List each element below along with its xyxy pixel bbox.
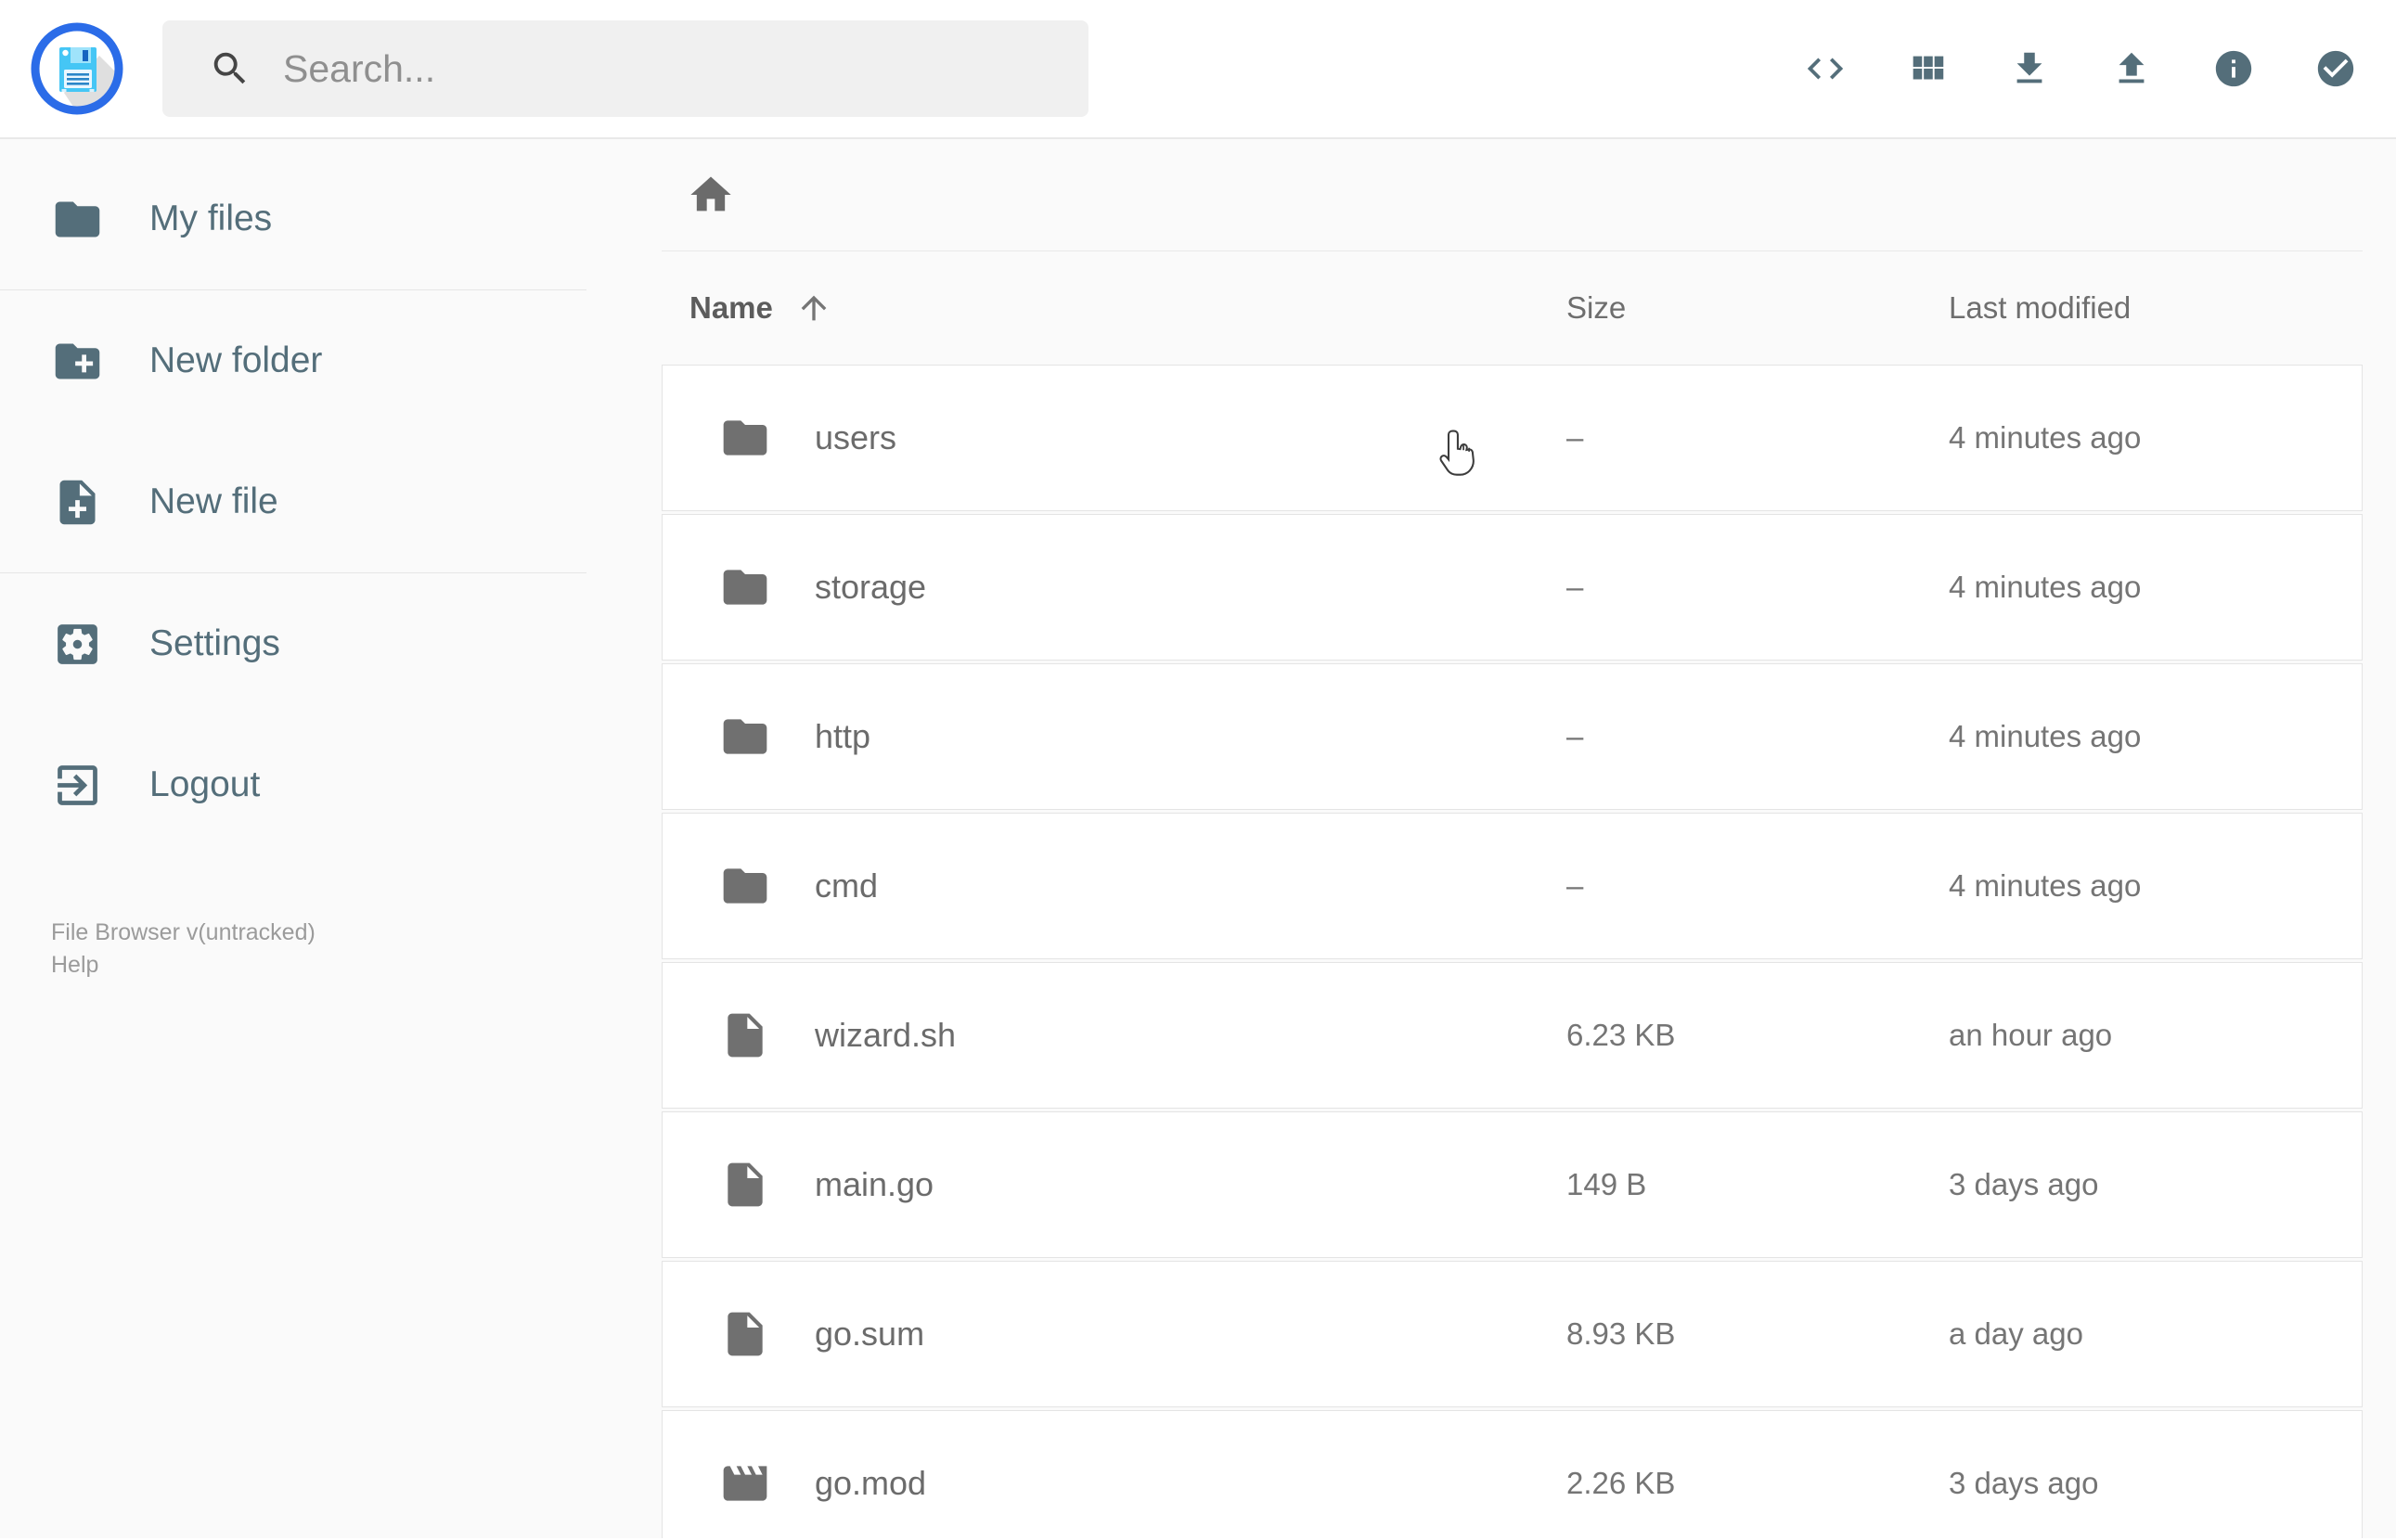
column-header-size[interactable]: Size xyxy=(1566,290,1627,325)
file-icon xyxy=(719,1009,771,1061)
file-modified: 4 minutes ago xyxy=(1949,570,2142,604)
sidebar-item-label: New folder xyxy=(149,340,323,380)
breadcrumb xyxy=(662,139,2363,251)
search-bar[interactable] xyxy=(162,20,1089,117)
create-new-folder-icon xyxy=(51,335,104,388)
file-list: users – 4 minutes ago storage – 4 minute… xyxy=(662,365,2363,1538)
sidebar-item-settings[interactable]: Settings xyxy=(0,573,586,714)
filebrowser-logo-icon xyxy=(31,22,123,115)
file-modified: 3 days ago xyxy=(1949,1466,2099,1500)
upload-icon[interactable] xyxy=(2110,47,2153,90)
check-circle-icon[interactable] xyxy=(2314,47,2357,90)
version-link[interactable]: File Browser v(untracked) xyxy=(51,919,316,945)
listing-header: Name Size Last modified xyxy=(662,251,2363,365)
file-row[interactable]: go.mod 2.26 KB 3 days ago xyxy=(662,1410,2363,1538)
search-icon xyxy=(209,47,251,90)
file-name: http xyxy=(815,717,871,755)
help-link[interactable]: Help xyxy=(51,952,99,978)
file-name: main.go xyxy=(815,1165,934,1203)
file-listing-area: Name Size Last modified users – 4 minute… xyxy=(586,139,2396,1538)
file-modified: 4 minutes ago xyxy=(1949,868,2142,903)
column-header-name[interactable]: Name xyxy=(662,289,1566,327)
page-body: My files New folder New file Settings xyxy=(0,139,2396,1538)
file-row[interactable]: wizard.sh 6.23 KB an hour ago xyxy=(662,962,2363,1109)
sidebar-item-label: Settings xyxy=(149,623,280,663)
file-size: – xyxy=(1566,570,1584,604)
sidebar: My files New folder New file Settings xyxy=(0,139,586,1538)
sidebar-item-label: My files xyxy=(149,199,273,238)
file-size: 8.93 KB xyxy=(1566,1316,1676,1351)
file-size: 6.23 KB xyxy=(1566,1018,1676,1052)
file-row[interactable]: go.sum 8.93 KB a day ago xyxy=(662,1261,2363,1407)
logout-icon xyxy=(51,759,104,812)
sidebar-item-my-files[interactable]: My files xyxy=(0,148,586,289)
folder-icon xyxy=(719,412,771,464)
sidebar-item-new-file[interactable]: New file xyxy=(0,431,586,572)
folder-icon xyxy=(719,711,771,763)
file-row[interactable]: cmd – 4 minutes ago xyxy=(662,813,2363,959)
file-name: storage xyxy=(815,568,927,606)
sort-ascending-icon xyxy=(795,289,832,327)
file-row[interactable]: http – 4 minutes ago xyxy=(662,663,2363,810)
sidebar-footer: File Browser v(untracked) Help xyxy=(0,917,586,982)
video-file-icon xyxy=(719,1457,771,1509)
app-header xyxy=(0,0,2396,139)
download-icon[interactable] xyxy=(2008,47,2051,90)
folder-icon xyxy=(719,860,771,912)
sidebar-item-label: New file xyxy=(149,481,278,521)
file-name: wizard.sh xyxy=(815,1016,957,1054)
header-actions xyxy=(1804,47,2357,90)
file-row[interactable]: users – 4 minutes ago xyxy=(662,365,2363,511)
folder-icon xyxy=(51,193,104,246)
column-header-modified[interactable]: Last modified xyxy=(1949,290,2132,325)
file-modified: 4 minutes ago xyxy=(1949,420,2142,455)
file-row[interactable]: main.go 149 B 3 days ago xyxy=(662,1111,2363,1258)
sidebar-divider xyxy=(0,289,586,290)
file-name: users xyxy=(815,418,897,456)
file-modified: 4 minutes ago xyxy=(1949,719,2142,753)
file-name: go.mod xyxy=(815,1464,927,1502)
settings-icon xyxy=(51,618,104,671)
file-size: 149 B xyxy=(1566,1167,1647,1201)
file-size: – xyxy=(1566,420,1584,455)
code-icon[interactable] xyxy=(1804,47,1847,90)
file-size: – xyxy=(1566,868,1584,903)
file-size: – xyxy=(1566,719,1584,753)
search-input[interactable] xyxy=(283,46,1044,91)
folder-icon xyxy=(719,561,771,613)
file-name: go.sum xyxy=(815,1315,925,1353)
sidebar-item-label: Logout xyxy=(149,764,261,804)
file-name: cmd xyxy=(815,866,879,905)
file-modified: 3 days ago xyxy=(1949,1167,2099,1201)
home-icon[interactable] xyxy=(687,171,735,219)
file-size: 2.26 KB xyxy=(1566,1466,1676,1500)
note-add-icon xyxy=(51,476,104,529)
info-icon[interactable] xyxy=(2212,47,2255,90)
file-modified: a day ago xyxy=(1949,1316,2083,1351)
file-icon xyxy=(719,1159,771,1211)
file-icon xyxy=(719,1308,771,1360)
file-modified: an hour ago xyxy=(1949,1018,2113,1052)
sidebar-divider xyxy=(0,572,586,573)
file-row[interactable]: storage – 4 minutes ago xyxy=(662,514,2363,661)
sidebar-item-logout[interactable]: Logout xyxy=(0,714,586,855)
sidebar-item-new-folder[interactable]: New folder xyxy=(0,290,586,431)
grid-view-icon[interactable] xyxy=(1906,47,1949,90)
